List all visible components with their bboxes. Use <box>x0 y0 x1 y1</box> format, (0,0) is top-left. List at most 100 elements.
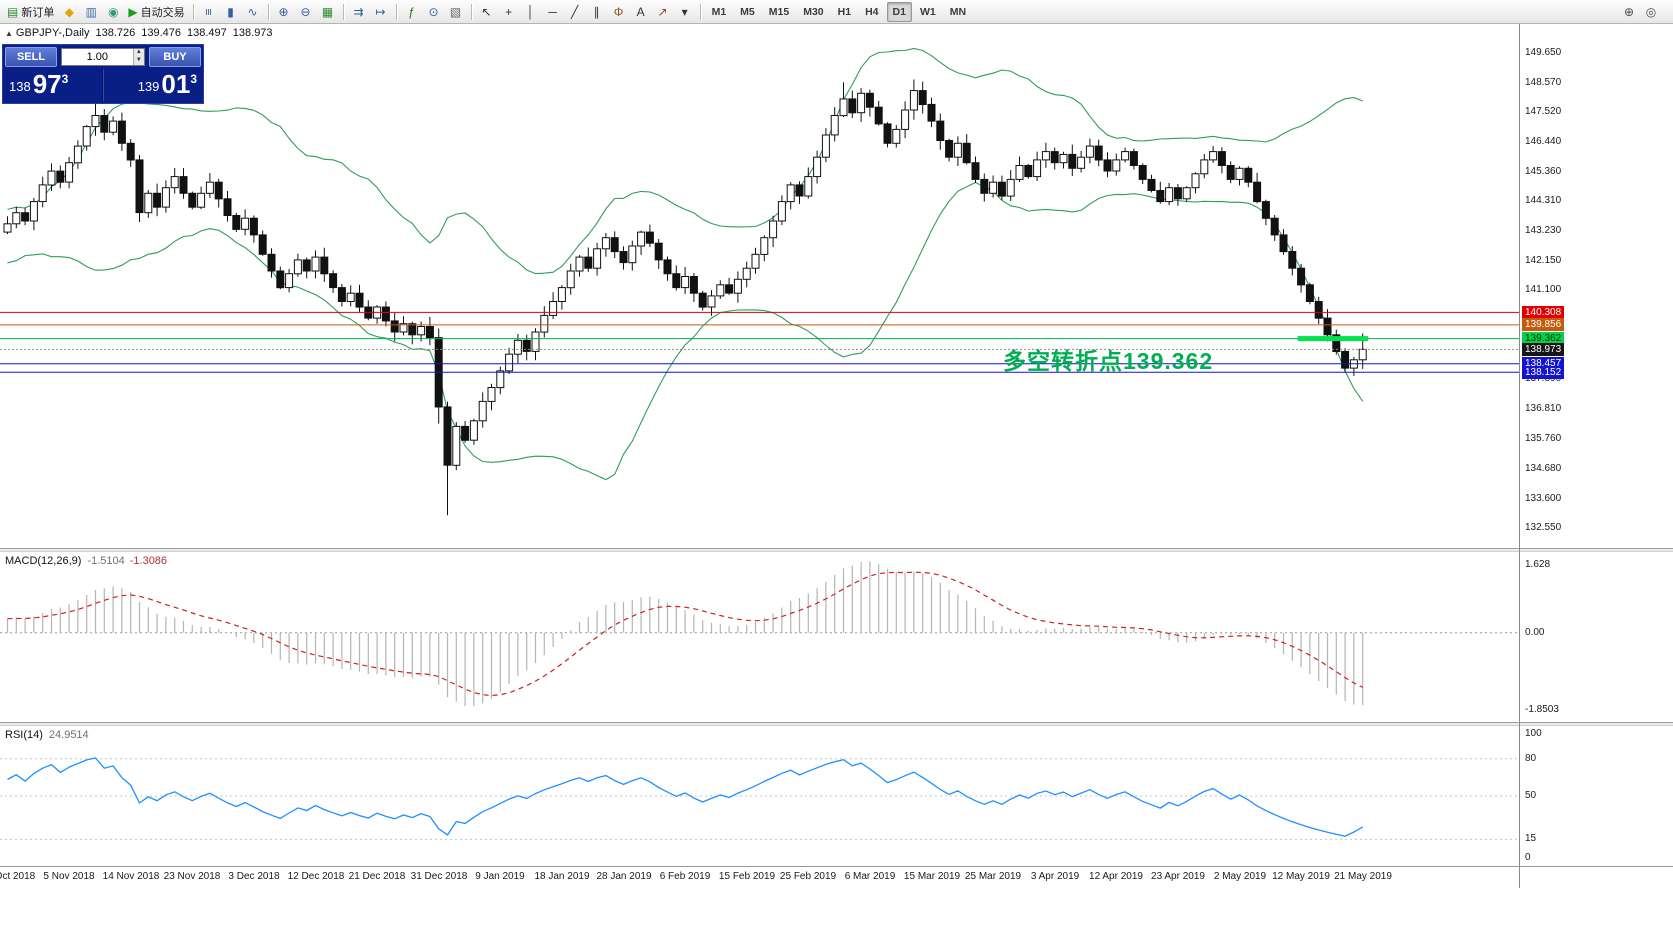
candle <box>698 292 707 308</box>
one-click-toggle-icon[interactable]: ▲ <box>5 29 13 38</box>
toolbar-group: ≡ ▮ ∿ <box>198 2 264 22</box>
candle <box>249 217 258 236</box>
buy-price[interactable]: 139 01 3 <box>103 69 201 101</box>
candle <box>777 201 786 222</box>
highlight-segment[interactable] <box>1297 336 1368 342</box>
line-chart-button[interactable]: ∿ <box>243 2 263 22</box>
bollinger-lower-band[interactable] <box>7 181 1364 481</box>
candle <box>29 201 38 222</box>
candle <box>258 234 267 255</box>
toolbar: ▤ 新订单 ◆ ▥ ◉ ▶ 自动交易 ≡ ▮ ∿ ⊕ ⊖ ▦ ⇉ ↦ ƒ ⊙ ▧ ↖ + │ ─ ╱ ∥ Φ A ↗ ▾ M1 M5 M15… <box>0 0 1673 24</box>
candle <box>575 256 584 272</box>
macd-canvas[interactable] <box>0 552 1519 722</box>
search-button[interactable]: ⊕ <box>1619 2 1639 22</box>
market-watch-button[interactable]: ▥ <box>81 2 101 22</box>
cursor-icon: ↖ <box>481 4 492 19</box>
timeframe-m15[interactable]: M15 <box>768 5 790 18</box>
tile-windows-icon: ▦ <box>321 4 334 19</box>
horizontal-line-tool-button[interactable]: ─ <box>543 2 563 22</box>
volume-up-button[interactable]: ▲ <box>133 49 144 57</box>
new-order-button[interactable]: ▤ 新订单 <box>4 2 57 22</box>
macd-tick-label: -1.8503 <box>1525 703 1559 715</box>
main-chart-panel[interactable]: ▲ GBPJPY-,Daily 138.726 139.476 138.497 138.9… <box>0 24 1673 548</box>
macd-indicator-panel[interactable]: MACD(12,26,9) -1.5104 -1.3086 <box>0 552 1673 722</box>
favorites-button[interactable]: ◆ <box>59 2 79 22</box>
candle <box>997 181 1006 197</box>
autotrading-button[interactable]: ▶ 自动交易 <box>125 2 187 22</box>
shapes-dropdown-button[interactable]: ▾ <box>675 2 695 22</box>
volume-down-button[interactable]: ▼ <box>133 57 144 65</box>
candle <box>786 184 795 203</box>
text-tool-button[interactable]: A <box>631 2 651 22</box>
toolbar-group: ƒ ⊙ ▧ <box>401 2 467 22</box>
vertical-line-icon: │ <box>526 4 535 19</box>
main-chart-canvas[interactable] <box>0 24 1519 548</box>
zoom-out-button[interactable]: ⊖ <box>296 2 316 22</box>
chevron-down-icon: ▾ <box>681 4 688 19</box>
candle <box>73 145 82 164</box>
timeframe-m30[interactable]: M30 <box>803 5 824 18</box>
candlestick-chart-button[interactable]: ▮ <box>221 2 241 22</box>
macd-main-value: -1.5104 <box>87 555 125 567</box>
timeframe-h1[interactable]: H1 <box>837 5 852 18</box>
tile-windows-button[interactable]: ▦ <box>318 2 338 22</box>
periods-button[interactable]: ⊙ <box>424 2 444 22</box>
toolbar-group: ⊕ ⊖ ▦ <box>273 2 339 22</box>
timeframe-w1[interactable]: W1 <box>919 5 936 18</box>
sell-price[interactable]: 138 97 3 <box>5 69 103 101</box>
candle <box>82 126 91 147</box>
candle <box>839 98 848 117</box>
timeframe-d1[interactable]: D1 <box>886 1 912 22</box>
indicators-button[interactable]: ƒ <box>402 2 422 22</box>
panel-divider[interactable] <box>0 722 1673 726</box>
candle <box>117 120 126 144</box>
price-axis[interactable]: 149.650 148.570 147.520 146.440 145.360 144.3… <box>1520 24 1673 888</box>
sell-button[interactable]: SELL <box>5 47 57 67</box>
candle <box>329 273 338 289</box>
timeframe-m5[interactable]: M5 <box>740 5 755 18</box>
candle <box>936 120 945 141</box>
candle <box>760 237 769 255</box>
auto-scroll-button[interactable]: ⇉ <box>349 2 369 22</box>
candle <box>320 256 329 275</box>
bollinger-upper-band[interactable] <box>7 47 1363 275</box>
volume-input[interactable] <box>62 50 133 64</box>
ohlc-high-value: 139.476 <box>141 27 182 39</box>
crosshair-tool-button[interactable]: + <box>499 2 519 22</box>
zoom-in-button[interactable]: ⊕ <box>274 2 294 22</box>
fibonacci-tool-button[interactable]: Φ <box>609 2 629 22</box>
candle <box>452 425 461 466</box>
candle <box>355 292 364 308</box>
vertical-line-tool-button[interactable]: │ <box>521 2 541 22</box>
chart-shift-button[interactable]: ↦ <box>371 2 391 22</box>
candle <box>874 106 883 125</box>
candle <box>769 220 778 239</box>
candle <box>293 259 302 275</box>
candle <box>628 245 637 264</box>
channel-tool-button[interactable]: ∥ <box>587 2 607 22</box>
quick-settings-button[interactable]: ◎ <box>1641 2 1661 22</box>
data-window-button[interactable]: ◉ <box>103 2 123 22</box>
bar-chart-button[interactable]: ≡ <box>199 2 219 22</box>
rsi-canvas[interactable] <box>0 726 1519 866</box>
timeframe-m1[interactable]: M1 <box>711 5 727 18</box>
cursor-tool-button[interactable]: ↖ <box>477 2 497 22</box>
templates-button[interactable]: ▧ <box>446 2 466 22</box>
price-tick-label: 148.570 <box>1525 77 1562 89</box>
rsi-indicator-panel[interactable]: RSI(14) 24.9514 <box>0 726 1673 866</box>
pivot-annotation-text[interactable]: 多空转折点139.362 <box>1003 348 1214 374</box>
text-tool-icon: A <box>636 4 645 19</box>
panel-divider[interactable] <box>0 548 1673 552</box>
candle <box>1121 151 1130 161</box>
candle <box>1059 153 1068 164</box>
timeframe-mn[interactable]: MN <box>949 5 967 18</box>
timeframe-h4[interactable]: H4 <box>865 5 879 18</box>
buy-button[interactable]: BUY <box>149 47 201 67</box>
arrows-tool-button[interactable]: ↗ <box>653 2 673 22</box>
candle <box>38 184 47 203</box>
resistance-line-139856-badge: 139.856 <box>1522 318 1565 331</box>
trendline-tool-button[interactable]: ╱ <box>565 2 585 22</box>
toolbar-group: ⇉ ↦ <box>348 2 392 22</box>
candle <box>1068 153 1077 169</box>
